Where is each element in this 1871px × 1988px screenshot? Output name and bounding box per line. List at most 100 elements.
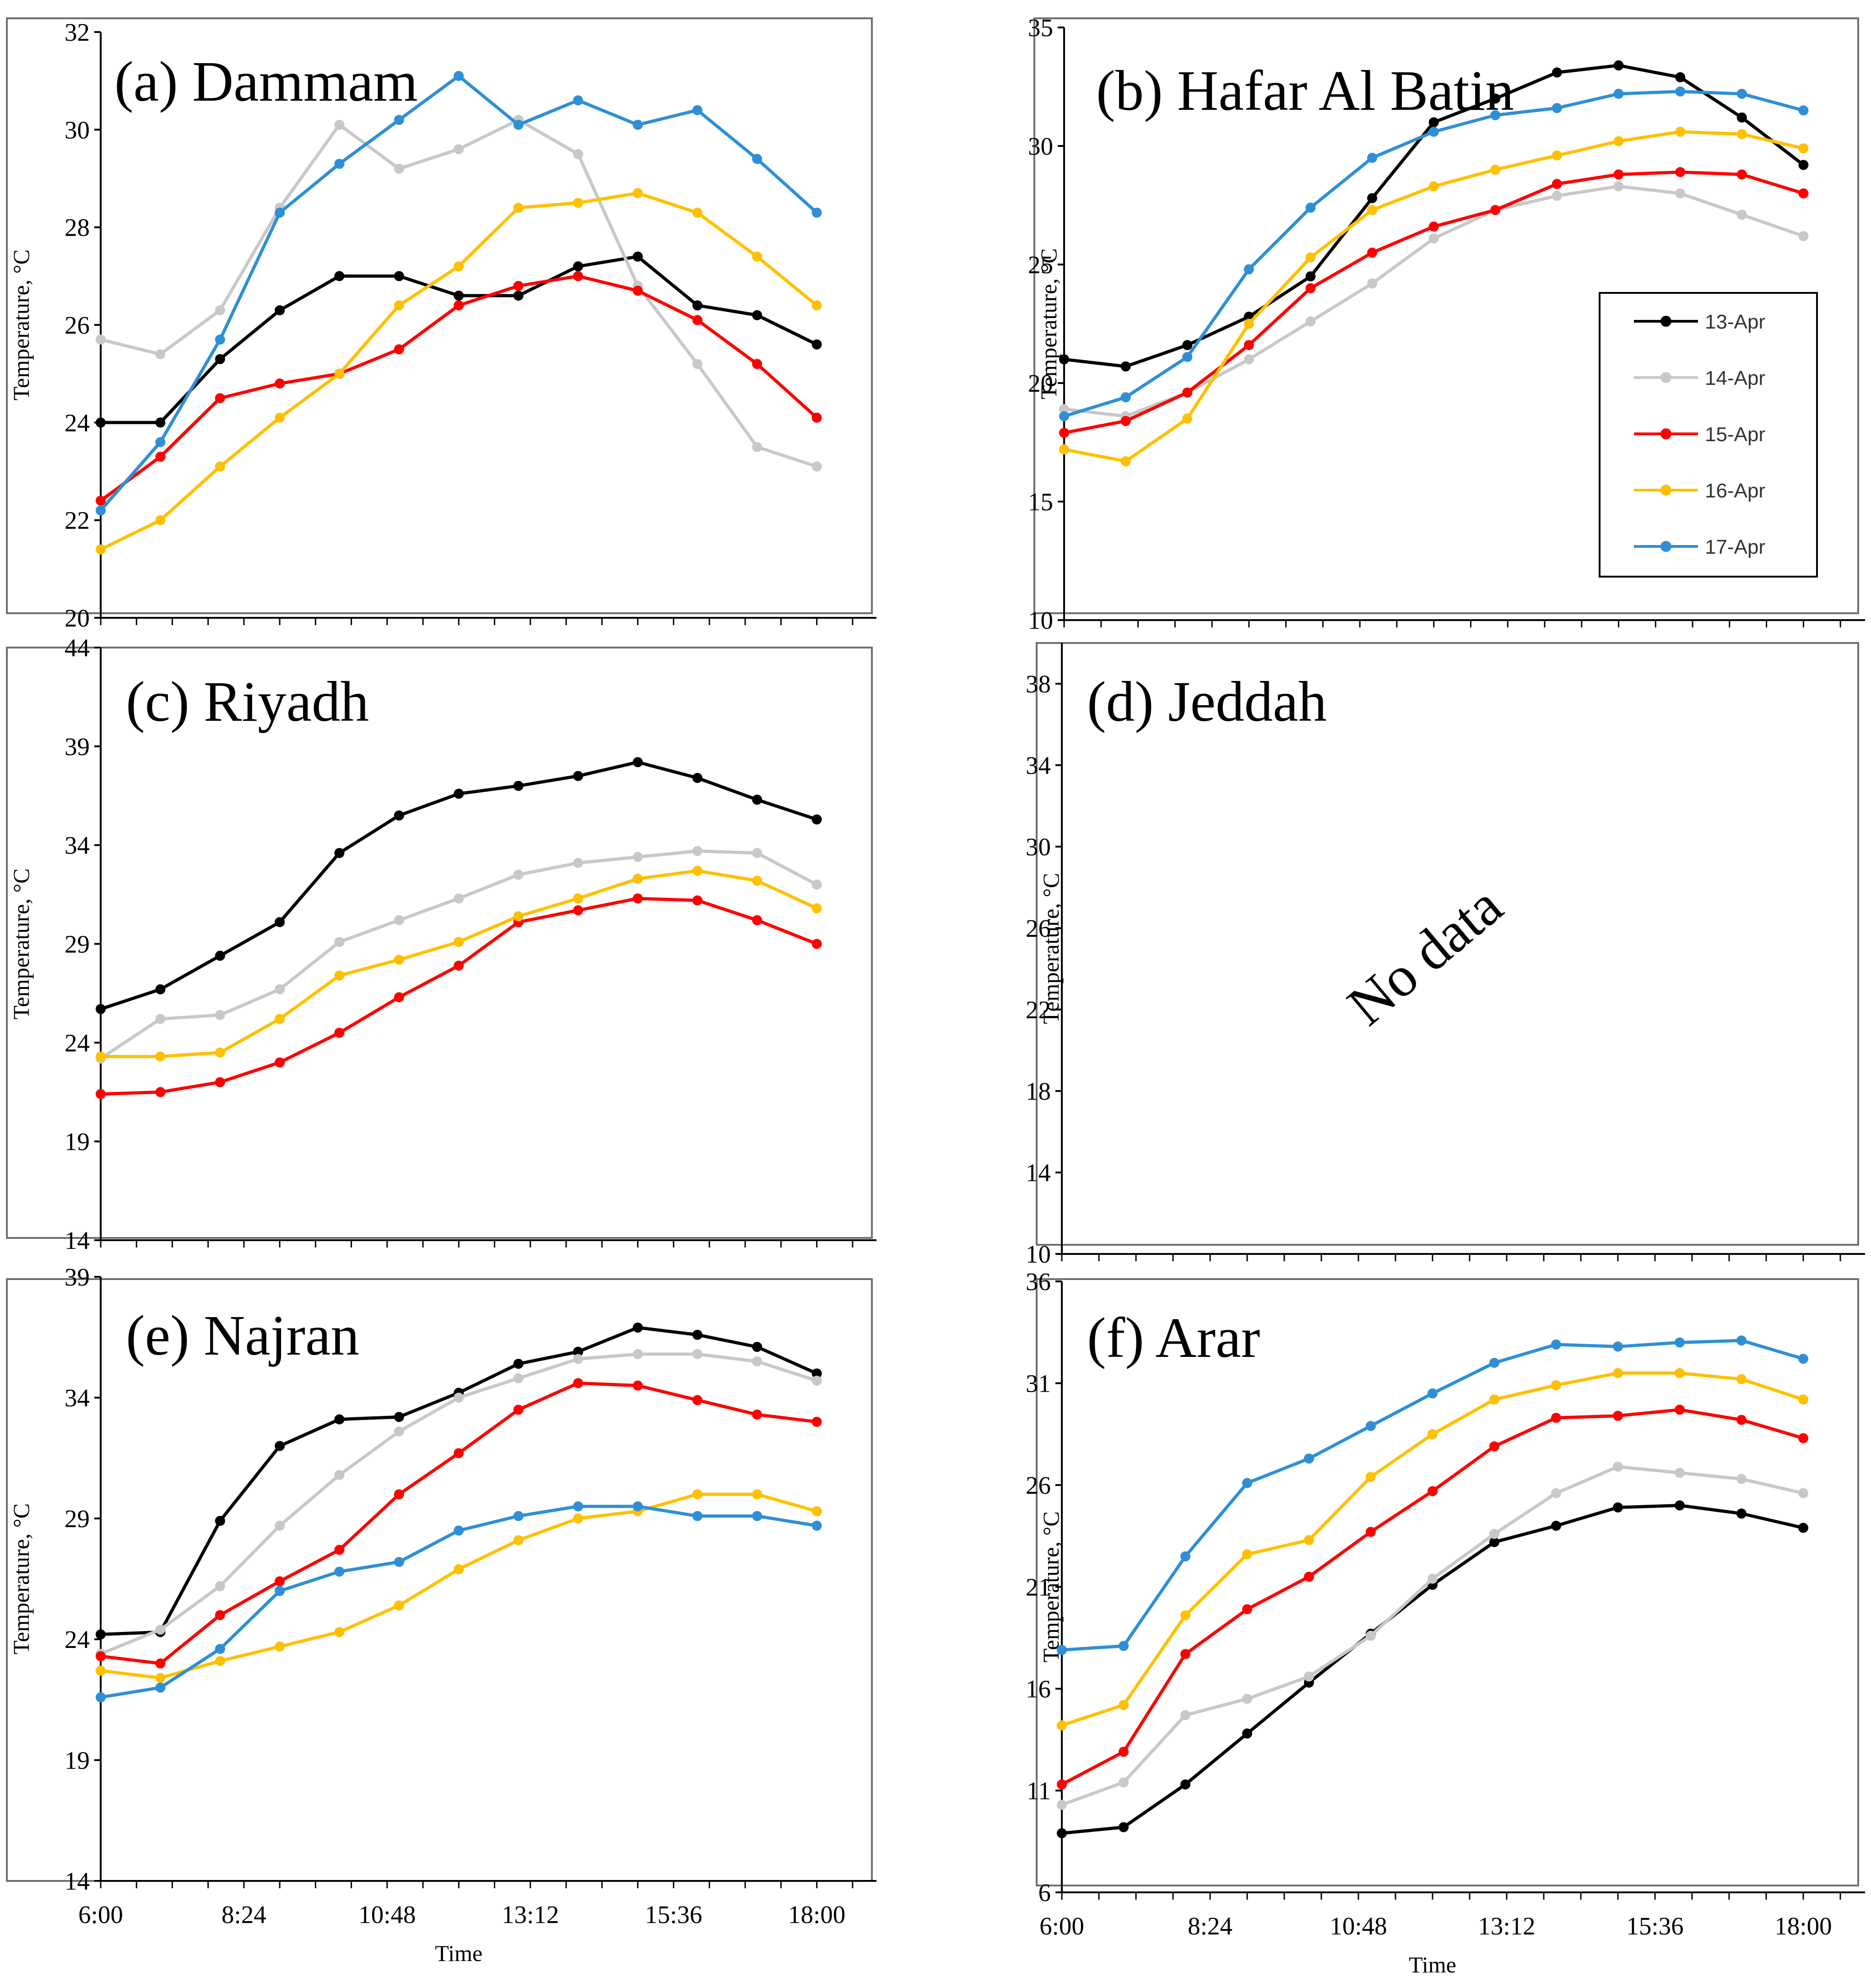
data-point bbox=[633, 1380, 643, 1391]
data-point bbox=[633, 286, 643, 296]
data-point bbox=[215, 305, 225, 315]
data-point bbox=[215, 1644, 225, 1654]
data-point bbox=[752, 794, 762, 805]
data-point bbox=[573, 858, 584, 868]
data-point bbox=[1675, 1500, 1685, 1511]
data-point bbox=[1180, 1649, 1190, 1659]
data-point bbox=[155, 1673, 166, 1683]
data-point bbox=[215, 1010, 225, 1020]
data-point bbox=[155, 1087, 166, 1097]
data-point bbox=[394, 300, 404, 311]
y-tick-label: 34 bbox=[65, 832, 90, 859]
y-tick-label: 11 bbox=[1027, 1777, 1051, 1805]
data-point bbox=[1428, 126, 1439, 137]
data-point bbox=[454, 1525, 464, 1536]
data-point bbox=[1182, 352, 1193, 362]
data-point bbox=[1057, 1645, 1067, 1655]
data-point bbox=[1552, 67, 1562, 78]
data-point bbox=[1613, 181, 1624, 192]
y-axis-label: Temperature, °C bbox=[8, 1503, 34, 1654]
y-tick-label: 22 bbox=[1026, 996, 1051, 1024]
data-point bbox=[1551, 1339, 1561, 1350]
legend-marker bbox=[1660, 316, 1671, 327]
data-point bbox=[1798, 1488, 1808, 1498]
data-point bbox=[155, 417, 166, 428]
data-point bbox=[155, 437, 166, 447]
data-point bbox=[1367, 278, 1378, 289]
data-point bbox=[1366, 1472, 1376, 1482]
data-point bbox=[1675, 72, 1686, 82]
data-point bbox=[1428, 221, 1439, 232]
data-point bbox=[1242, 1604, 1252, 1615]
x-axis-label: Time bbox=[435, 1940, 482, 1966]
data-point bbox=[1428, 1573, 1438, 1584]
data-point bbox=[811, 903, 822, 913]
data-point bbox=[573, 893, 584, 904]
data-point bbox=[215, 393, 225, 403]
data-point bbox=[752, 1489, 762, 1500]
data-point bbox=[1489, 1529, 1499, 1539]
data-point bbox=[1119, 1822, 1129, 1832]
data-point bbox=[1119, 1777, 1129, 1788]
data-point bbox=[692, 1349, 703, 1359]
data-point bbox=[513, 1373, 524, 1383]
data-point bbox=[1489, 1537, 1499, 1547]
x-tick-label: 15:36 bbox=[1626, 1912, 1683, 1940]
data-point bbox=[394, 1557, 404, 1567]
data-point bbox=[752, 915, 762, 925]
x-axis-label: Time bbox=[1409, 1952, 1456, 1977]
data-point bbox=[275, 1520, 285, 1531]
data-point bbox=[1428, 181, 1439, 192]
data-point bbox=[215, 1581, 225, 1591]
legend-item-13-apr: 13-Apr bbox=[1634, 311, 1765, 333]
data-point bbox=[692, 315, 703, 325]
data-point bbox=[96, 335, 106, 345]
data-point bbox=[215, 1516, 225, 1526]
series-13-apr bbox=[1057, 1500, 1808, 1838]
data-point bbox=[752, 310, 762, 320]
data-point bbox=[1057, 1799, 1067, 1810]
x-tick-label: 15:36 bbox=[645, 1901, 702, 1929]
data-point bbox=[1120, 361, 1131, 372]
data-point bbox=[1428, 1388, 1438, 1399]
data-point bbox=[1551, 1413, 1561, 1423]
data-point bbox=[1180, 1551, 1190, 1561]
y-axis-label: Temperature, °C bbox=[8, 868, 34, 1019]
data-point bbox=[513, 1405, 524, 1415]
data-point bbox=[155, 349, 166, 359]
data-point bbox=[334, 970, 345, 981]
y-tick-label: 35 bbox=[1028, 14, 1053, 42]
data-point bbox=[752, 359, 762, 369]
data-point bbox=[96, 505, 106, 516]
data-point bbox=[633, 251, 643, 262]
legend-marker bbox=[1660, 428, 1671, 439]
y-tick-label: 19 bbox=[65, 1128, 90, 1156]
data-point bbox=[1244, 354, 1254, 365]
data-point bbox=[1798, 1354, 1808, 1364]
y-tick-label: 29 bbox=[65, 930, 90, 958]
data-point bbox=[215, 1656, 225, 1666]
data-point bbox=[1367, 205, 1378, 215]
data-point bbox=[275, 984, 285, 994]
data-point bbox=[155, 515, 166, 525]
y-tick-label: 24 bbox=[65, 409, 90, 437]
data-point bbox=[692, 300, 703, 311]
x-tick-label: 13:12 bbox=[1478, 1912, 1535, 1940]
data-point bbox=[633, 1349, 643, 1359]
data-point bbox=[275, 305, 285, 315]
data-point bbox=[1675, 86, 1686, 97]
data-point bbox=[1675, 1405, 1685, 1415]
data-point bbox=[633, 119, 643, 130]
y-tick-label: 25 bbox=[1028, 251, 1053, 279]
data-point bbox=[513, 781, 524, 791]
data-point bbox=[96, 1004, 106, 1014]
data-point bbox=[811, 880, 822, 890]
data-point bbox=[1182, 387, 1193, 398]
data-point bbox=[692, 865, 703, 876]
data-point bbox=[513, 870, 524, 880]
data-point bbox=[1304, 1671, 1314, 1682]
y-tick-label: 44 bbox=[65, 634, 90, 662]
y-tick-label: 10 bbox=[1026, 1240, 1051, 1268]
data-point bbox=[394, 1412, 404, 1422]
data-point bbox=[1613, 89, 1624, 99]
